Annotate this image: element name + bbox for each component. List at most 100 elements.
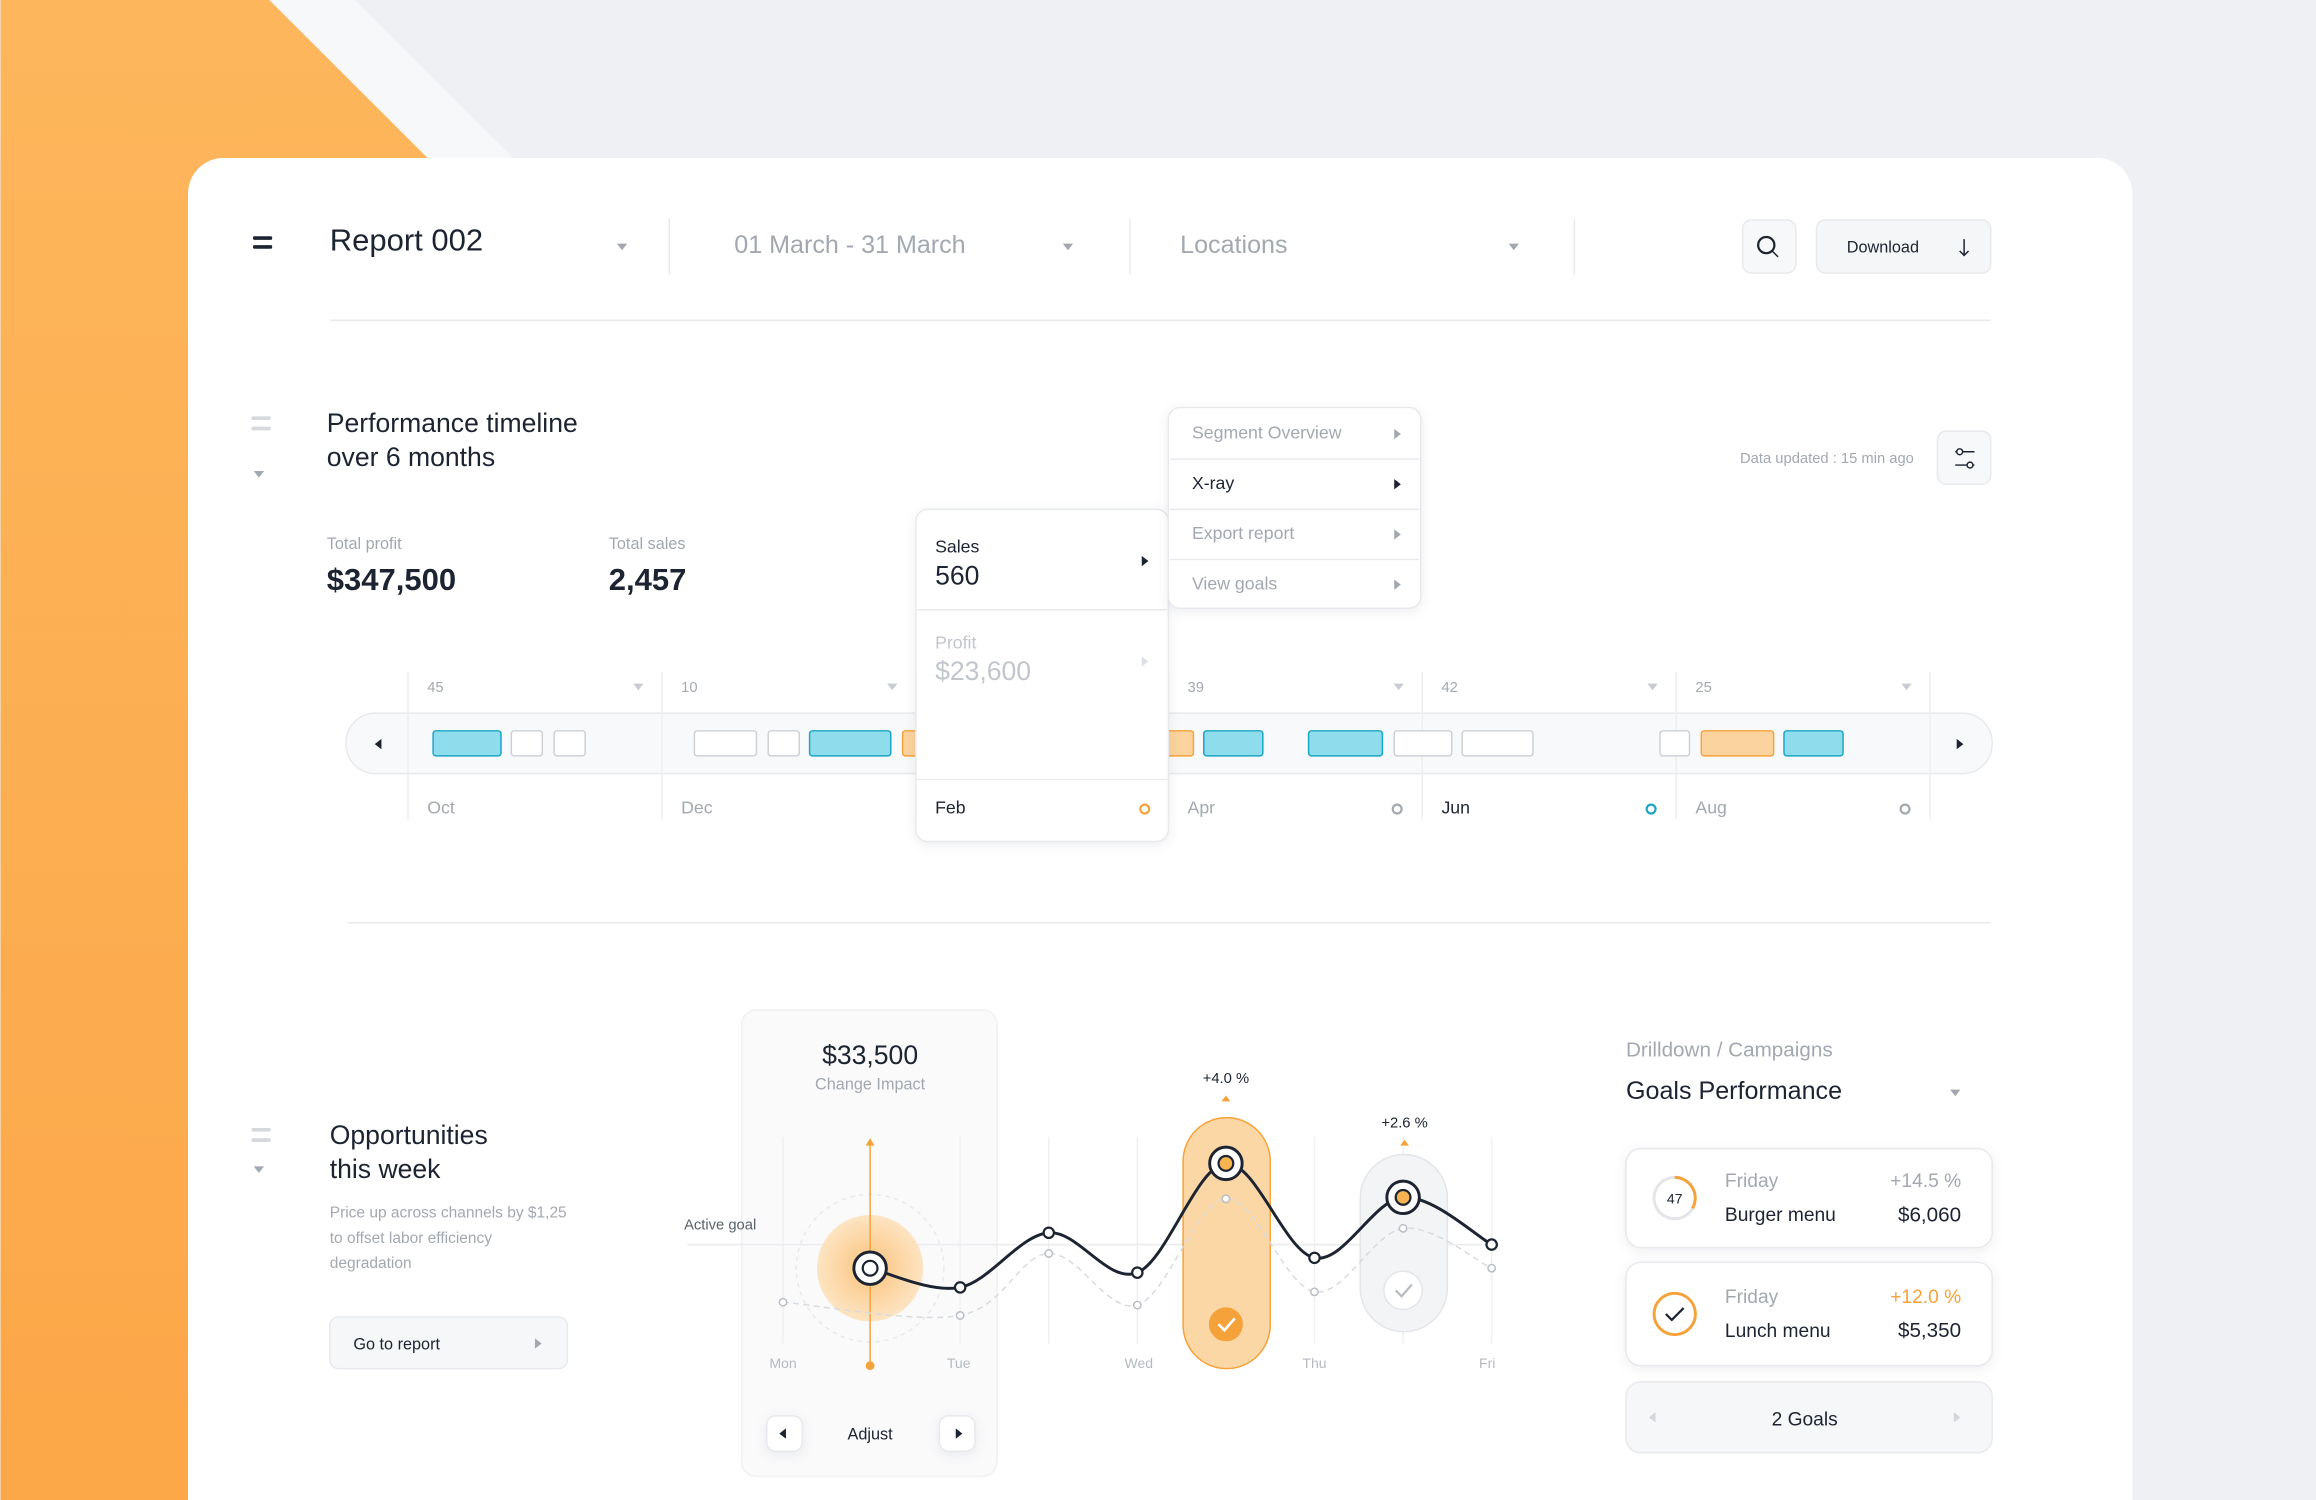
stat-value: $347,500 — [327, 562, 456, 597]
column-month: Feb — [935, 798, 966, 818]
check-icon — [1217, 1317, 1236, 1333]
timeline-block — [1659, 730, 1691, 757]
check-icon — [1665, 1307, 1685, 1322]
goal-card[interactable] — [1625, 1261, 1993, 1367]
search-icon — [1771, 250, 1779, 258]
caret — [1901, 683, 1912, 691]
peak-arrow — [1400, 1139, 1409, 1146]
day-label: Tue — [947, 1355, 971, 1371]
goals-title: Goals Performance — [1626, 1077, 1842, 1105]
caret — [633, 683, 644, 691]
timeline-block — [510, 730, 544, 757]
reference-point — [955, 1311, 965, 1320]
peak-arrow — [1221, 1095, 1231, 1102]
arrow-right — [1394, 479, 1401, 490]
column-dot — [1139, 803, 1151, 815]
peak-core — [1394, 1188, 1412, 1206]
popup-value: 560 — [935, 560, 979, 590]
peak-label: +4.0 % — [1203, 1071, 1249, 1087]
column-month: Oct — [427, 798, 455, 818]
timeline-block — [1461, 730, 1534, 757]
location-select: Locations — [1180, 231, 1287, 259]
column-count: 10 — [681, 680, 697, 696]
drag-handle — [251, 416, 271, 421]
goals-footer[interactable] — [1625, 1381, 1993, 1454]
arrow-left — [779, 1428, 786, 1439]
arrow-left — [374, 738, 382, 750]
timeline-block — [1393, 730, 1453, 757]
timeline-block — [1203, 730, 1264, 757]
arrow-right — [1141, 555, 1149, 567]
drag-handle — [251, 1138, 271, 1142]
check-icon — [1394, 1283, 1413, 1298]
download-button[interactable] — [1815, 219, 1992, 274]
caret — [1508, 243, 1519, 251]
goals-count: 2 Goals — [1772, 1409, 1838, 1430]
arrow-right — [955, 1428, 963, 1439]
peak-label: +2.6 % — [1381, 1115, 1427, 1131]
popup-label: Profit — [935, 632, 976, 652]
peak-core — [1217, 1154, 1235, 1172]
arrow-right — [1394, 579, 1401, 590]
caret — [1393, 683, 1404, 691]
caret — [253, 1166, 265, 1173]
adjust-handle — [865, 1361, 875, 1371]
day-label: Mon — [769, 1355, 796, 1371]
trend-point — [953, 1281, 967, 1294]
timeline-block — [1700, 730, 1775, 757]
impact-value: $33,500 — [822, 1040, 918, 1070]
timeline-block — [767, 730, 800, 757]
column-month: Aug — [1695, 798, 1727, 818]
filter-icon — [1966, 461, 1974, 469]
trend-point — [1131, 1266, 1144, 1279]
caret — [1950, 1089, 1961, 1097]
goal-name: Burger menu — [1725, 1205, 1836, 1226]
day-label: Fri — [1479, 1355, 1495, 1371]
column-count: 42 — [1441, 680, 1457, 696]
section-title: this week — [330, 1154, 441, 1184]
popup-label: Sales — [935, 536, 979, 556]
highlight-pill — [1359, 1153, 1449, 1333]
goal-badge-value: 47 — [1667, 1190, 1683, 1206]
arrow-right — [534, 1338, 542, 1349]
timeline-block — [693, 730, 758, 757]
arrow-left — [1648, 1412, 1656, 1423]
menu-icon[interactable] — [252, 236, 273, 240]
popup-fade — [917, 611, 1167, 703]
trend-point — [1308, 1251, 1321, 1265]
goal-day: Friday — [1725, 1287, 1779, 1308]
arrow-right — [1141, 656, 1149, 667]
column-dot — [1899, 803, 1911, 815]
adjust-arrow — [865, 1138, 875, 1146]
day-label: Wed — [1125, 1355, 1154, 1371]
drag-handle — [251, 1127, 271, 1132]
goal-name: Lunch menu — [1725, 1321, 1831, 1342]
timeline-block — [808, 730, 892, 757]
description: to offset labor efficiency — [330, 1230, 493, 1247]
stat-label: Total profit — [327, 535, 402, 553]
download-icon — [1959, 250, 1970, 257]
search-button[interactable] — [1741, 219, 1797, 274]
go-to-report-button[interactable] — [329, 1316, 569, 1370]
section-title: Performance timeline — [327, 408, 578, 438]
goal-card[interactable] — [1625, 1147, 1993, 1249]
menu-item: Export report — [1192, 523, 1294, 543]
timeline-block — [432, 730, 502, 757]
impact-label: Change Impact — [815, 1075, 926, 1093]
adjust-label: Adjust — [848, 1425, 894, 1443]
stat-value: 2,457 — [609, 562, 687, 597]
goal-progress — [1674, 1175, 1697, 1210]
drag-handle — [251, 426, 271, 431]
menu-item: X-ray — [1192, 473, 1234, 493]
download-label: Download — [1847, 238, 1919, 256]
filter-button[interactable] — [1936, 430, 1992, 485]
stat-label: Total sales — [609, 535, 686, 553]
column-month: Apr — [1188, 798, 1216, 818]
button-label: Go to report — [353, 1335, 440, 1353]
column-dot — [1391, 803, 1403, 815]
date-range: 01 March - 31 March — [734, 231, 965, 259]
report-title: Report 002 — [330, 222, 483, 257]
column-month: Dec — [681, 798, 713, 818]
context-menu — [1167, 406, 1422, 610]
